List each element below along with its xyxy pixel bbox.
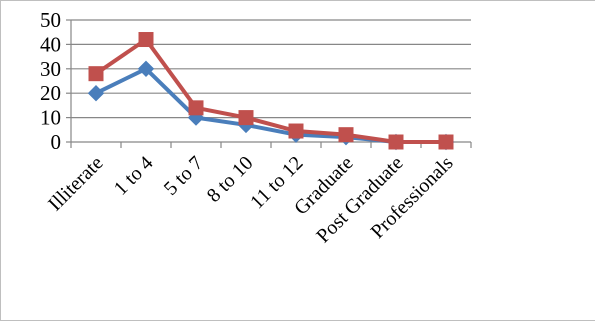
series-2-point — [438, 134, 454, 150]
series-2-point — [338, 127, 354, 143]
y-tick-label: 40 — [40, 32, 61, 56]
y-tick-label: 20 — [40, 81, 61, 105]
series-2 — [88, 32, 454, 150]
series-1-line — [95, 66, 446, 144]
series-2-point — [238, 110, 254, 126]
y-tick-label: 50 — [40, 8, 61, 32]
x-tick-label: Illiterate — [44, 152, 108, 216]
series — [87, 32, 455, 151]
series-2-point — [288, 123, 304, 139]
y-tick-label: 0 — [51, 130, 62, 154]
series-1-point — [87, 84, 105, 102]
y-tick-label: 30 — [40, 57, 61, 81]
series-2-point — [188, 100, 204, 116]
series-1-point — [137, 60, 155, 78]
x-tick-label: 1 to 4 — [110, 152, 158, 200]
series-2-line — [94, 37, 446, 144]
x-tick-label: 5 to 7 — [160, 152, 208, 200]
series-2-point — [388, 134, 404, 150]
y-tick-label: 10 — [40, 106, 61, 130]
gridlines — [71, 19, 471, 119]
series-2-point — [138, 32, 154, 48]
series-2-point — [88, 66, 104, 82]
